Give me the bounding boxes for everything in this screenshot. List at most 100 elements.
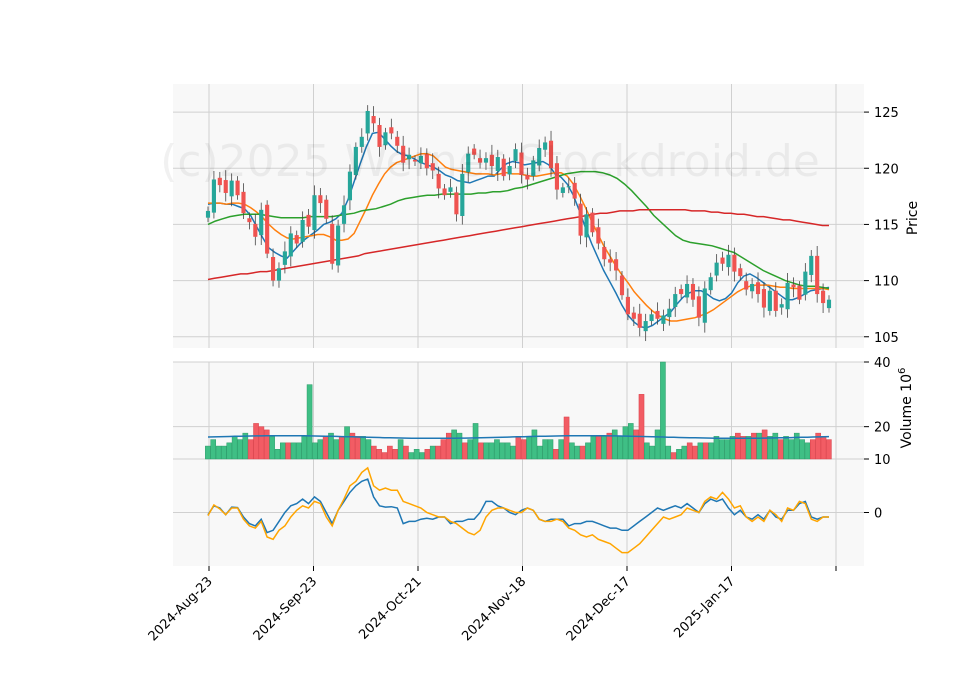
volume-average-line (207, 434, 830, 440)
candle-body (389, 127, 394, 134)
candle-body (732, 254, 737, 272)
volume-tick-label: 40 (874, 356, 891, 371)
volume-bar (510, 445, 516, 460)
volume-bar (365, 439, 372, 460)
candle-body (637, 313, 642, 328)
candle-body (489, 154, 494, 167)
volume-bar (783, 436, 789, 460)
candle-body (341, 205, 347, 224)
x-tick-label: 2024-Nov-18 (459, 574, 529, 644)
volume-bar (702, 442, 709, 460)
candle-body (525, 174, 530, 180)
candle-body (821, 290, 826, 304)
candle-body (519, 152, 524, 175)
volume-bar (376, 449, 382, 460)
price-tick-label: 110 (874, 275, 899, 290)
candle-body (276, 268, 282, 281)
volume-bar (692, 445, 698, 460)
volume-bar (237, 439, 243, 460)
volume-bar (296, 442, 302, 460)
candle-body (324, 199, 329, 219)
volume-bar (531, 429, 538, 460)
candle-body (720, 257, 725, 264)
volume-bar (328, 432, 334, 460)
volume-bar (676, 449, 682, 460)
volume-bar (740, 436, 747, 460)
candle-body (608, 259, 613, 263)
volume-bar (585, 442, 591, 460)
price-tick-label: 115 (874, 218, 899, 233)
candle-body (418, 155, 423, 164)
volume-bar (820, 436, 827, 460)
candle-body (270, 257, 276, 281)
volume-bar (665, 445, 672, 460)
volume-bar (654, 429, 661, 460)
volume-bar (606, 432, 613, 460)
candle-body (614, 259, 619, 271)
candle-body (377, 125, 382, 147)
candle-body (442, 188, 447, 196)
volume-bar (590, 436, 597, 460)
volume-bar (456, 432, 463, 460)
volume-bar (542, 439, 548, 460)
volume-bar (729, 436, 736, 460)
volume-bar (499, 442, 506, 460)
candle-body (265, 204, 270, 254)
volume-bar (397, 439, 404, 460)
candle-body (714, 262, 719, 276)
price-axis-label: Price (905, 201, 921, 235)
volume-axis-label-exponent: 6 (897, 368, 908, 374)
volume-bar (488, 442, 495, 460)
volume-bar (745, 436, 752, 460)
volume-bar (354, 436, 361, 460)
candle-body (779, 304, 784, 308)
candle-body (596, 227, 601, 244)
watermark: (c)2025 Werner Stockdroid.de (160, 136, 820, 187)
candle-body (383, 132, 388, 146)
volume-bar (547, 439, 554, 460)
volume-bar (777, 439, 784, 460)
candle-body (217, 177, 222, 186)
volume-bar (515, 436, 522, 460)
candle-body (300, 219, 305, 242)
candle-body (619, 275, 625, 296)
candle-body (424, 154, 429, 169)
volume-bar (713, 436, 720, 460)
candle-body (560, 187, 565, 193)
candle-body (353, 146, 358, 175)
volume-bar (633, 429, 639, 460)
candle-body (477, 158, 483, 163)
candle-body (673, 294, 678, 307)
volume-bar (451, 429, 457, 460)
volume-bar (536, 445, 543, 460)
candle-body (330, 223, 335, 264)
candle-body (472, 148, 477, 155)
candle-body (501, 158, 506, 177)
candle-body (282, 251, 287, 265)
candle-body (294, 235, 299, 244)
volume-bar (478, 442, 484, 460)
volume-bar (617, 436, 623, 460)
volume-bar (719, 439, 725, 460)
candle-body (395, 136, 400, 146)
moving-average-line-1 (207, 131, 830, 329)
volume-bar (697, 442, 704, 460)
volume-bar (526, 436, 532, 460)
volume-bar (445, 432, 452, 460)
volume-bar (579, 445, 586, 460)
candle-body (791, 284, 796, 288)
volume-bar (280, 442, 286, 460)
candle-body (803, 271, 808, 295)
volume-bar (403, 445, 409, 460)
x-tick-label: 2024-Aug-23 (146, 574, 216, 644)
candle-body (537, 148, 542, 166)
candlesticks (205, 105, 832, 342)
candle-body (253, 223, 258, 237)
candle-body (690, 283, 696, 300)
oscillator-line-2 (207, 466, 829, 554)
candle-body (241, 191, 246, 214)
volume-bar (215, 445, 222, 460)
volume-bar (483, 442, 490, 460)
volume-bar (424, 449, 431, 460)
